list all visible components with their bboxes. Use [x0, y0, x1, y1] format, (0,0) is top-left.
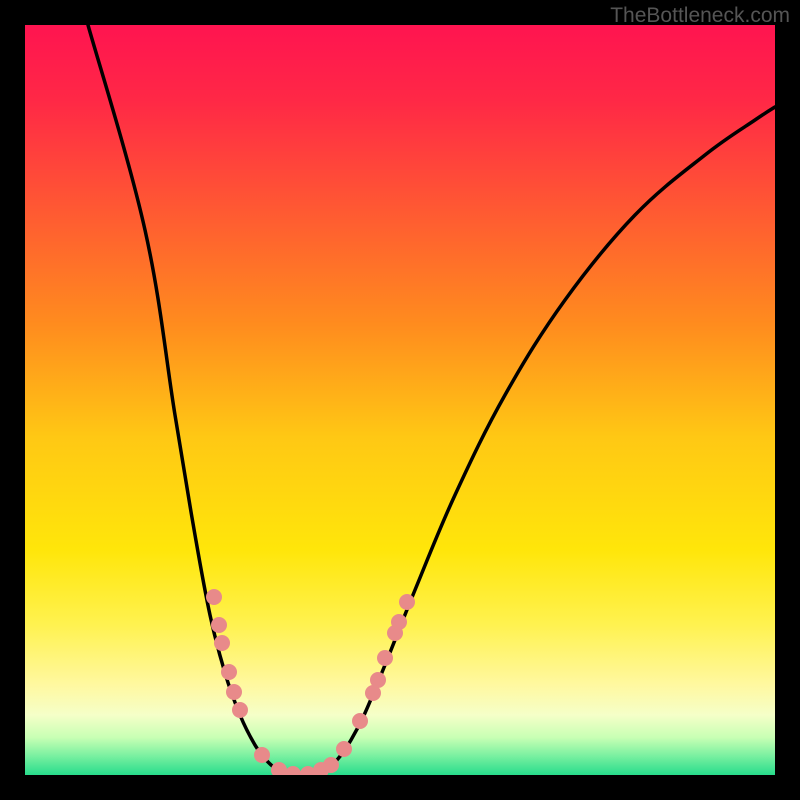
marker-point — [206, 589, 222, 605]
marker-point — [211, 617, 227, 633]
chart-container: TheBottleneck.com — [0, 0, 800, 800]
marker-point — [336, 741, 352, 757]
watermark-text: TheBottleneck.com — [610, 4, 790, 28]
marker-point — [391, 614, 407, 630]
marker-point — [352, 713, 368, 729]
marker-point — [399, 594, 415, 610]
marker-point — [377, 650, 393, 666]
plot-svg — [25, 25, 775, 775]
marker-point — [323, 757, 339, 773]
marker-point — [232, 702, 248, 718]
marker-point — [226, 684, 242, 700]
plot-area — [25, 25, 775, 775]
marker-point — [254, 747, 270, 763]
gradient-background — [25, 25, 775, 775]
marker-point — [214, 635, 230, 651]
marker-point — [370, 672, 386, 688]
marker-point — [221, 664, 237, 680]
